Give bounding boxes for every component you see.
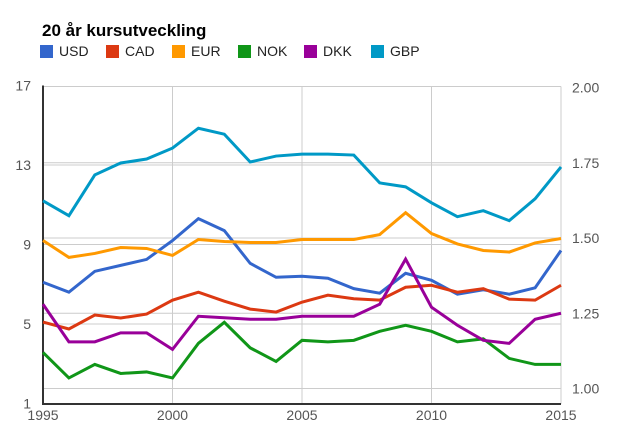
right-axis-tick-label: 1.00 xyxy=(572,381,599,397)
legend-swatch-dkk xyxy=(304,44,317,58)
series-line-cad xyxy=(42,283,562,331)
right-axis-tick-label: 2.00 xyxy=(572,80,599,96)
legend-swatch-nok xyxy=(238,44,251,58)
left-axis-tick-label: 1 xyxy=(23,396,31,412)
series-line-gbp xyxy=(42,126,563,223)
legend-swatch-usd xyxy=(40,44,53,58)
legend-label-eur: EUR xyxy=(191,43,221,59)
legend-item-cad: CAD xyxy=(106,44,155,58)
left-axis-tick-label: 13 xyxy=(15,157,31,173)
legend-label-dkk: DKK xyxy=(323,43,352,59)
series-line-eur xyxy=(42,210,562,259)
series-line-dkk xyxy=(41,255,562,352)
legend-item-eur: EUR xyxy=(172,44,221,58)
x-axis-tick-label: 2015 xyxy=(545,407,576,423)
series-line-nok xyxy=(41,320,561,380)
x-axis-tick-label: 2005 xyxy=(286,407,317,423)
right-axis-tick-label: 1.50 xyxy=(572,230,599,246)
legend-swatch-gbp xyxy=(371,44,384,58)
chart-legend: USD CAD EUR NOK DKK GBP xyxy=(0,44,628,60)
legend-item-gbp: GBP xyxy=(371,44,420,58)
legend-label-nok: NOK xyxy=(257,43,288,59)
right-axis-tick-label: 1.75 xyxy=(572,155,599,171)
legend-label-cad: CAD xyxy=(125,43,155,59)
legend-swatch-eur xyxy=(172,44,185,58)
chart-title: 20 år kursutveckling xyxy=(42,21,207,40)
x-axis-tick-label: 1995 xyxy=(27,407,58,423)
x-axis-tick-label: 2010 xyxy=(416,407,447,423)
right-axis-tick-label: 1.25 xyxy=(572,305,599,321)
x-axis-tick-label: 2000 xyxy=(157,407,188,423)
legend-item-dkk: DKK xyxy=(304,44,352,58)
legend-label-usd: USD xyxy=(59,43,89,59)
left-axis-tick-label: 5 xyxy=(23,316,31,332)
left-axis-tick-label: 9 xyxy=(23,237,31,253)
legend-item-nok: NOK xyxy=(238,44,287,58)
legend-item-usd: USD xyxy=(40,44,89,58)
left-axis-tick-label: 17 xyxy=(15,78,31,94)
legend-label-gbp: GBP xyxy=(390,43,420,59)
legend-swatch-cad xyxy=(106,44,119,58)
